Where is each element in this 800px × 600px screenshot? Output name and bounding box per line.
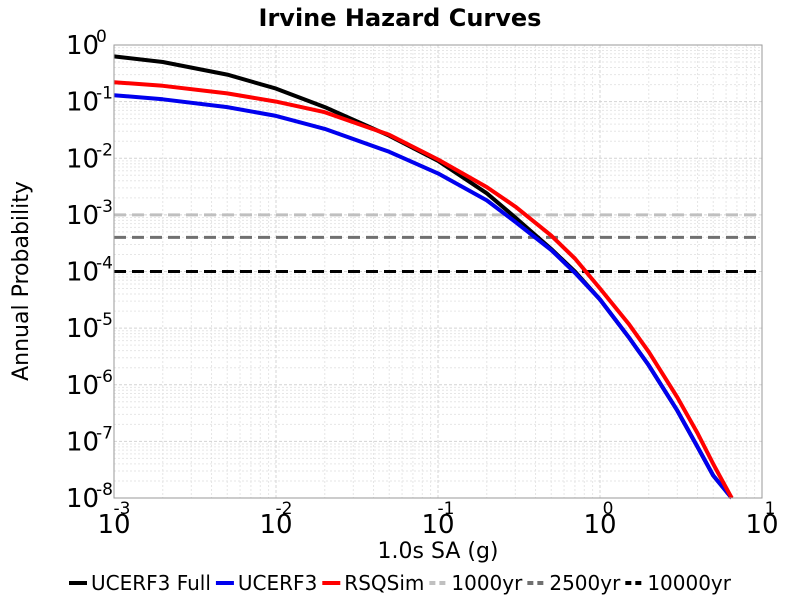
legend-item: 2500yr: [527, 571, 621, 595]
y-tick-label: 10-6: [66, 367, 113, 401]
y-tick-label: 10-5: [66, 310, 113, 344]
legend-item: 1000yr: [429, 571, 523, 595]
x-tick-exponent: 1: [765, 499, 776, 519]
legend-item: 10000yr: [625, 571, 732, 595]
y-tick-exponent: -7: [96, 423, 113, 443]
x-tick-label: 100: [583, 499, 616, 540]
y-tick-base: 10: [66, 314, 99, 344]
y-tick-base: 10: [66, 88, 99, 118]
x-tick-exponent: -2: [276, 499, 293, 519]
y-tick-label: 100: [66, 27, 107, 61]
x-tick-label: 10-1: [421, 499, 454, 540]
x-tick-base: 10: [259, 510, 292, 540]
x-axis-label: 1.0s SA (g): [378, 539, 499, 564]
y-tick-exponent: -2: [96, 140, 113, 160]
y-tick-exponent: -1: [96, 84, 113, 104]
x-tick-exponent: -3: [114, 499, 131, 519]
x-tick-base: 10: [97, 510, 130, 540]
y-tick-label: 10-2: [66, 140, 113, 174]
legend-label: RSQSim: [344, 571, 424, 595]
reference-lines: [114, 213, 762, 273]
legend-item: UCERF3: [215, 571, 317, 595]
y-tick-label: 10-7: [66, 423, 113, 457]
legend-item: RSQSim: [322, 571, 424, 595]
x-tick-label: 10-3: [97, 499, 130, 540]
series-line-rsqsim: [113, 80, 734, 499]
y-tick-exponent: -4: [96, 254, 113, 274]
legend-label: UCERF3 Full: [91, 571, 211, 595]
series-line-ucerf3: [113, 93, 734, 500]
legend: UCERF3 Full UCERF3 RSQSim 1000yr 2500yr 10000…: [69, 571, 732, 595]
y-tick-label: 10-1: [66, 84, 113, 118]
y-tick-base: 10: [66, 427, 99, 457]
y-tick-exponent: -3: [96, 197, 113, 217]
x-tick-label: 10-2: [259, 499, 292, 540]
legend-label: 10000yr: [647, 571, 731, 595]
x-tick-exponent: 0: [603, 499, 614, 519]
chart-title: Irvine Hazard Curves: [259, 4, 542, 32]
legend-item: UCERF3 Full: [69, 571, 211, 595]
y-tick-base: 10: [66, 144, 99, 174]
y-tick-base: 10: [66, 371, 99, 401]
y-tick-base: 10: [66, 258, 99, 288]
y-tick-base: 10: [66, 201, 99, 231]
y-tick-base: 10: [66, 484, 99, 514]
x-tick-base: 10: [745, 510, 778, 540]
y-tick-exponent: -5: [96, 310, 113, 330]
legend-label: 2500yr: [549, 571, 621, 595]
y-tick-exponent: -6: [96, 367, 113, 387]
y-axis-label: Annual Probability: [9, 181, 34, 381]
y-tick-base: 10: [66, 31, 99, 61]
x-tick-base: 10: [421, 510, 454, 540]
y-tick-label: 10-8: [66, 480, 113, 514]
legend-label: 1000yr: [451, 571, 523, 595]
y-tick-label: 10-3: [66, 197, 113, 231]
hazard-curves: [113, 54, 734, 500]
y-tick-label: 10-4: [66, 254, 113, 288]
y-tick-exponent: -8: [96, 480, 113, 500]
x-tick-base: 10: [583, 510, 616, 540]
plot-frame: [113, 44, 763, 499]
legend-label: UCERF3: [238, 571, 317, 595]
x-tick-label: 101: [745, 499, 778, 540]
y-tick-exponent: 0: [96, 27, 107, 47]
x-tick-exponent: -1: [438, 499, 455, 519]
